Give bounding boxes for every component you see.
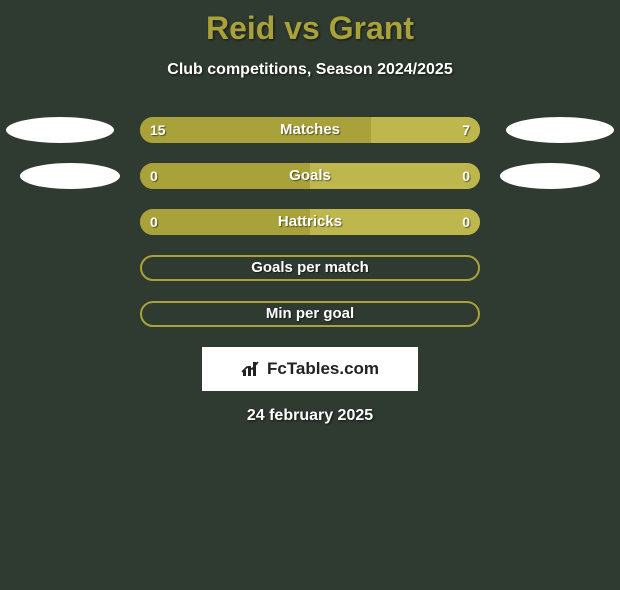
value-right: 0: [462, 209, 470, 235]
date-label: 24 february 2025: [0, 407, 620, 425]
subtitle: Club competitions, Season 2024/2025: [0, 61, 620, 79]
stat-row: Goals per match: [0, 255, 620, 281]
value-right: 0: [462, 163, 470, 189]
stat-row: Goals00: [0, 163, 620, 189]
player-badge-right: [506, 117, 614, 143]
bar-fill-left: [140, 117, 371, 143]
logo-box: FcTables.com: [202, 347, 418, 391]
chart-icon: [241, 360, 263, 378]
player-badge-right: [500, 163, 600, 189]
bar-track: [140, 163, 480, 189]
value-left: 0: [150, 209, 158, 235]
bar-fill-right: [310, 209, 480, 235]
bar-track: [140, 301, 480, 327]
bar-track: [140, 255, 480, 281]
bar-fill-left: [140, 163, 310, 189]
bar-track: [140, 117, 480, 143]
page-title: Reid vs Grant: [0, 10, 620, 47]
value-left: 15: [150, 117, 166, 143]
player-badge-left: [20, 163, 120, 189]
stat-row: Hattricks00: [0, 209, 620, 235]
value-left: 0: [150, 163, 158, 189]
stat-row: Min per goal: [0, 301, 620, 327]
value-right: 7: [462, 117, 470, 143]
bar-fill-left: [140, 209, 310, 235]
bar-fill-right: [310, 163, 480, 189]
player-badge-left: [6, 117, 114, 143]
logo-text: FcTables.com: [267, 359, 379, 379]
stat-rows: Matches157Goals00Hattricks00Goals per ma…: [0, 117, 620, 327]
bar-track: [140, 209, 480, 235]
stat-row: Matches157: [0, 117, 620, 143]
